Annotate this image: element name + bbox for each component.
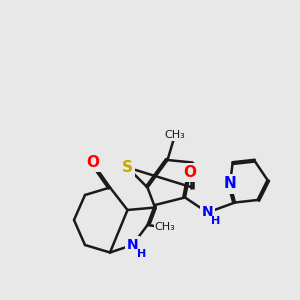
Text: S: S — [122, 160, 133, 175]
Text: N: N — [202, 206, 213, 220]
Text: CH₃: CH₃ — [154, 223, 176, 232]
Text: H: H — [136, 249, 146, 259]
Text: H: H — [212, 217, 221, 226]
Text: O: O — [86, 155, 99, 170]
Text: CH₃: CH₃ — [165, 130, 185, 140]
Text: O: O — [184, 165, 196, 180]
Text: N: N — [224, 176, 236, 191]
Text: N: N — [127, 238, 138, 252]
